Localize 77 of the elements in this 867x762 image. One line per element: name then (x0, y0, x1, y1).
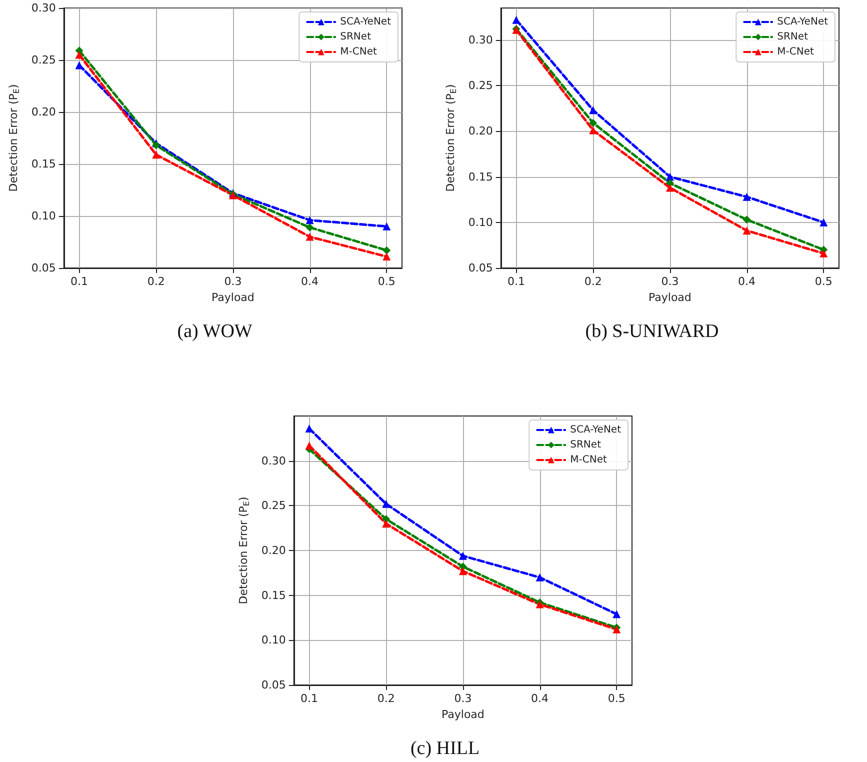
point (589, 126, 598, 134)
y-tick-label: 0.25 (31, 54, 56, 66)
x-tick-label: 0.4 (738, 275, 756, 288)
x-axis-title: Payload (441, 708, 484, 721)
y-tick-label: 0.25 (261, 499, 286, 512)
y-tick-label: 0.10 (31, 210, 56, 222)
x-tick-label: 0.5 (814, 275, 832, 288)
x-tick-label: 0.1 (300, 692, 318, 705)
legend-label: M-CNet (777, 46, 814, 58)
point (742, 226, 751, 235)
y-axis-title: Detection Error (PE) (237, 496, 251, 604)
x-tick-label: 0.3 (661, 275, 679, 288)
text: (b) S-UNIWARD (585, 321, 719, 342)
legend-label: SCA-YeNet (570, 424, 622, 436)
x-axis-title: Payload (211, 291, 254, 304)
legend-label: SRNet (340, 32, 372, 42)
point (382, 520, 390, 528)
y-tick-label: 0.10 (468, 216, 493, 229)
y-tick-label: 0.25 (468, 79, 493, 92)
point (820, 249, 828, 258)
legend-label: SRNet (570, 440, 602, 450)
x-tick-label: 0.1 (508, 275, 526, 288)
x-tick-label: 0.2 (584, 275, 602, 288)
point (306, 216, 314, 224)
point (666, 172, 674, 181)
y-tick-label: 0.05 (468, 262, 493, 274)
y-tick-label: 0.15 (261, 588, 286, 602)
point (152, 150, 160, 159)
point (382, 222, 391, 230)
legend-label: M-CNet (570, 454, 607, 466)
x-tick-label: 0.2 (377, 692, 395, 705)
y-tick-label: 0.05 (261, 678, 286, 692)
x-tick-label: 0.1 (70, 275, 88, 288)
x-axis-title: Payload (648, 291, 692, 304)
y-tick-label: 0.10 (261, 634, 286, 647)
point (305, 442, 314, 450)
text: (c) HILL (410, 738, 480, 759)
legend-label: SCA-YeNet (340, 16, 392, 28)
y-tick-label: 0.20 (468, 124, 493, 138)
point (306, 232, 314, 241)
point (589, 106, 598, 114)
point (382, 252, 391, 261)
point (666, 184, 674, 192)
text: (a) WOW (177, 321, 252, 342)
point (820, 218, 828, 226)
point (458, 567, 467, 576)
x-tick-label: 0.4 (301, 275, 319, 288)
y-tick-label: 0.15 (468, 170, 493, 184)
y-tick-label: 0.20 (31, 106, 56, 118)
x-tick-label: 0.3 (454, 692, 472, 705)
x-tick-label: 0.5 (608, 692, 626, 705)
point (536, 573, 544, 582)
point (742, 192, 751, 201)
y-tick-label: 0.30 (31, 2, 56, 14)
y-axis-title: Detection Error (PE) (7, 84, 21, 192)
y-tick-label: 0.30 (261, 454, 286, 468)
point (589, 118, 598, 127)
point (458, 552, 467, 560)
legend-label: M-CNet (340, 46, 377, 58)
y-tick-label: 0.15 (31, 158, 56, 170)
point (512, 16, 520, 24)
y-axis-title: Detection Error (PE) (444, 84, 458, 192)
point (382, 500, 390, 508)
y-tick-label: 0.30 (468, 33, 493, 46)
legend-label: SCA-YeNet (777, 16, 828, 28)
legend-label: SRNet (777, 32, 808, 42)
point (306, 223, 314, 232)
x-tick-label: 0.4 (531, 692, 549, 705)
point (75, 50, 84, 59)
point (382, 246, 391, 254)
y-tick-label: 0.05 (31, 262, 56, 274)
x-tick-label: 0.5 (378, 275, 396, 288)
y-tick-label: 0.20 (261, 544, 286, 557)
point (612, 610, 621, 618)
x-tick-label: 0.3 (224, 275, 242, 288)
point (742, 216, 751, 224)
x-tick-label: 0.2 (147, 275, 165, 288)
